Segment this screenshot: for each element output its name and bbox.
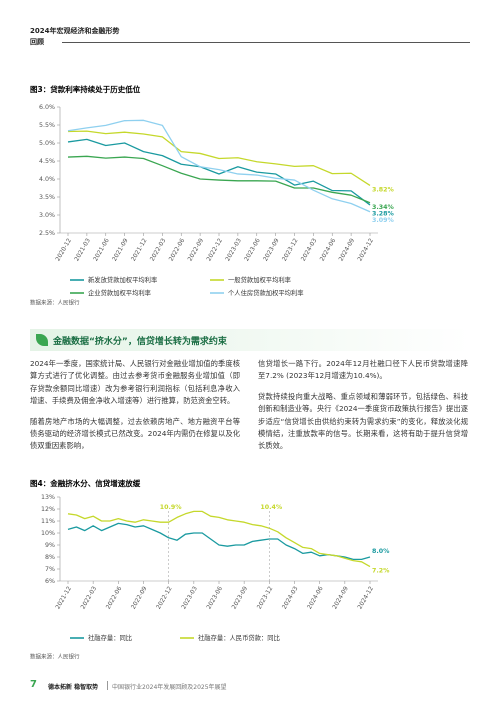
x-tick-label: 2021-09 bbox=[111, 237, 130, 262]
x-tick-label: 2024-03 bbox=[300, 237, 319, 262]
data-label: 10.4% bbox=[260, 504, 283, 511]
section-heading: 金融数据“挤水分”，信贷增长转为需求约束 bbox=[53, 337, 227, 347]
chart-source: 数据来源：人民银行 bbox=[30, 299, 80, 307]
y-tick-label: 3.5% bbox=[39, 194, 55, 201]
data-label: 3.28% bbox=[372, 210, 395, 217]
y-tick-label: 6% bbox=[45, 578, 55, 585]
footer-brand: 德本拓新 稳智取势 bbox=[48, 684, 99, 691]
left-column: 2024年一季度，国家统计局、人民银行对金融业增加值的季度核算方式进行了优化调整… bbox=[30, 358, 240, 461]
x-tick-label: 2021-12 bbox=[54, 585, 73, 610]
x-tick-label: 2023-12 bbox=[256, 585, 275, 610]
legend-label: 社融存量：同比 bbox=[88, 633, 132, 642]
x-tick-label: 2021-12 bbox=[130, 237, 149, 262]
y-tick-label: 4.5% bbox=[39, 158, 55, 165]
data-label: 3.09% bbox=[372, 217, 395, 224]
section-band bbox=[30, 329, 470, 351]
series-line bbox=[67, 138, 371, 206]
x-tick-label: 2024-06 bbox=[319, 237, 338, 262]
x-tick-label: 2023-03 bbox=[224, 237, 243, 262]
x-tick-label: 2022-09 bbox=[187, 237, 206, 262]
data-label: 3.34% bbox=[372, 204, 395, 211]
x-tick-label: 2024-09 bbox=[331, 585, 350, 610]
paragraph: 信贷增长一路下行。2024年12月社融口径下人民币贷款增速降至7.2% (202… bbox=[258, 359, 468, 381]
x-tick-label: 2021-03 bbox=[73, 237, 92, 262]
x-tick-label: 2020-12 bbox=[54, 237, 73, 262]
y-tick-label: 12% bbox=[41, 506, 55, 513]
data-label: 10.9% bbox=[160, 504, 183, 511]
right-column: 信贷增长一路下行。2024年12月社融口径下人民币贷款增速降至7.2% (202… bbox=[258, 358, 468, 461]
y-tick-label: 2.5% bbox=[39, 230, 55, 237]
data-label: 7.2% bbox=[372, 568, 390, 575]
chart: 图4：金融挤水分、信贷增速放缓 6% 7% 8% 9% 10% 11% 12% 13% 2021-… bbox=[30, 478, 390, 661]
chart-title: 图4：金融挤水分、信贷增速放缓 bbox=[30, 478, 141, 488]
legend-label: 一般贷款加权平均利率 bbox=[228, 275, 291, 284]
x-tick-label: 2024-06 bbox=[306, 585, 325, 610]
legend-label: 企业贷款加权平均利率 bbox=[88, 288, 151, 297]
y-tick-label: 5.0% bbox=[39, 140, 55, 147]
footer-title: 中国银行业2024年发展回顾及2025年展望 bbox=[112, 684, 227, 691]
chart-source: 数据来源：人民银行 bbox=[30, 653, 80, 661]
y-tick-label: 13% bbox=[41, 494, 55, 501]
y-tick-label: 4.0% bbox=[39, 176, 55, 183]
x-tick-label: 2023-09 bbox=[262, 237, 281, 262]
y-tick-label: 7% bbox=[45, 566, 55, 573]
header-title: 2024年宏观经济和金融形势 bbox=[30, 27, 120, 35]
leaf-icon bbox=[36, 334, 48, 346]
x-tick-label: 2022-09 bbox=[130, 585, 149, 610]
x-tick-label: 2023-03 bbox=[180, 585, 199, 610]
page-number: 7 bbox=[30, 679, 37, 690]
series-line bbox=[67, 130, 371, 187]
legend-label: 新发放贷款加权平均利率 bbox=[88, 275, 157, 284]
paragraph: 2024年一季度，国家统计局、人民银行对金融业增加值的季度核算方式进行了优化调整… bbox=[30, 359, 240, 406]
y-tick-label: 3.0% bbox=[39, 212, 55, 219]
paragraph: 贷款持续投向重大战略、重点领域和薄弱环节，包括绿色、科技创新和制造业等。央行《2… bbox=[258, 391, 468, 451]
series-line bbox=[67, 119, 371, 213]
x-tick-label: 2024-12 bbox=[356, 585, 375, 610]
data-label: 8.0% bbox=[372, 548, 390, 555]
x-tick-label: 2022-06 bbox=[168, 237, 187, 262]
series-line bbox=[67, 522, 371, 561]
series-line bbox=[67, 510, 371, 568]
x-tick-label: 2024-09 bbox=[338, 237, 357, 262]
x-tick-label: 2023-12 bbox=[281, 237, 300, 262]
y-tick-label: 5.5% bbox=[39, 122, 55, 129]
y-tick-label: 8% bbox=[45, 554, 55, 561]
x-tick-label: 2023-06 bbox=[243, 237, 262, 262]
x-tick-label: 2023-09 bbox=[231, 585, 250, 610]
x-tick-label: 2022-03 bbox=[80, 585, 99, 610]
y-tick-label: 11% bbox=[41, 518, 55, 525]
y-tick-label: 6.0% bbox=[39, 104, 55, 111]
legend-label: 个人住房贷款加权平均利率 bbox=[228, 288, 304, 297]
x-tick-label: 2024-12 bbox=[356, 237, 375, 262]
x-tick-label: 2022-12 bbox=[155, 585, 174, 610]
chart: 图3：贷款利率持续处于历史低位 2.5% 3.0% 3.5% 4.0% 4.5% 5.0% 5… bbox=[30, 84, 395, 307]
x-tick-label: 2023-06 bbox=[205, 585, 224, 610]
series-line bbox=[67, 155, 371, 204]
x-tick-label: 2024-03 bbox=[281, 585, 300, 610]
header-section: 回顾 bbox=[30, 38, 44, 46]
legend-label: 社融存量：人民币贷款：同比 bbox=[198, 633, 280, 642]
footer-divider bbox=[107, 681, 108, 690]
x-tick-label: 2022-03 bbox=[149, 237, 168, 262]
x-tick-label: 2022-12 bbox=[205, 237, 224, 262]
chart-title: 图3：贷款利率持续处于历史低位 bbox=[30, 84, 141, 94]
header-rule bbox=[62, 42, 470, 43]
paragraph: 随着房地产市场的大幅调整，过去依赖房地产、地方融资平台等债务驱动的经济增长模式已… bbox=[30, 416, 240, 451]
y-tick-label: 10% bbox=[41, 530, 55, 537]
y-tick-label: 9% bbox=[45, 542, 55, 549]
x-tick-label: 2021-06 bbox=[92, 237, 111, 262]
data-label: 3.82% bbox=[372, 186, 395, 193]
x-tick-label: 2022-06 bbox=[105, 585, 124, 610]
